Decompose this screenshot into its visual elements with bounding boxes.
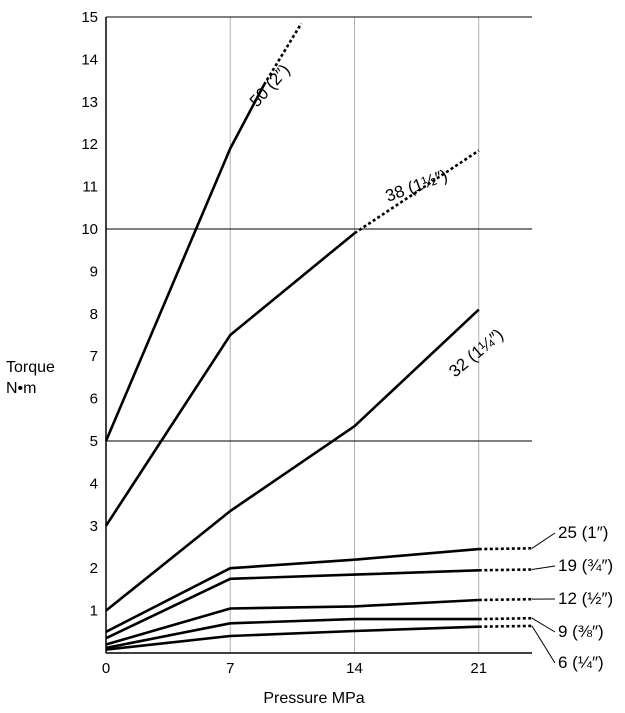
- series-4-solid-line: [105, 569, 479, 640]
- series-4-dotted-line: [478, 568, 533, 572]
- y-axis-title-line1: Torque: [6, 359, 55, 376]
- axis-layer: [105, 17, 532, 654]
- x-tick-label-21: 21: [470, 660, 487, 677]
- y-tick-label-14: 14: [81, 51, 98, 68]
- y-tick-label-8: 8: [90, 306, 98, 323]
- series-label-layer: 50 (2″)38 (1½″)32 (1¼″)25 (1″)19 (¾″)12 …: [246, 60, 613, 672]
- series-3-dotted-line: [478, 547, 533, 551]
- y-tick-label-1: 1: [90, 603, 98, 620]
- y-tick-label-4: 4: [90, 475, 98, 492]
- y-tick-label-2: 2: [90, 560, 98, 577]
- y-tick-label-10: 10: [81, 221, 98, 238]
- series-1-solid-line: [104, 232, 356, 527]
- series-6-dotted-line: [478, 616, 533, 621]
- y-tick-label-6: 6: [90, 391, 98, 408]
- x-tick-label-0: 0: [102, 660, 110, 677]
- series-5-solid-line: [105, 598, 479, 646]
- series-1-dotted-line: [353, 149, 480, 235]
- series-7-dotted-line: [478, 624, 533, 628]
- series-label-4: 19 (¾″): [558, 556, 613, 575]
- series-label-leader-7: [531, 625, 556, 664]
- series-3-solid-line: [105, 547, 479, 633]
- series-0-solid-line: [104, 84, 266, 442]
- series-0-dotted-line: [262, 22, 303, 86]
- series-label-5: 12 (½″): [558, 589, 613, 608]
- series-5-dotted-line: [478, 597, 533, 602]
- series-label-1: 38 (1½″): [383, 166, 450, 206]
- series-label-6: 9 (⅜″): [558, 622, 604, 641]
- y-tick-label-11: 11: [82, 179, 98, 196]
- series-label-leader-6: [531, 617, 556, 633]
- y-tick-label-12: 12: [81, 136, 98, 153]
- y-tick-label-7: 7: [90, 348, 98, 365]
- series-label-7: 6 (¼″): [558, 653, 604, 672]
- y-tick-label-9: 9: [90, 263, 98, 280]
- series-label-3: 25 (1″): [558, 523, 608, 542]
- y-tick-label-15: 15: [81, 9, 98, 26]
- series-label-0: 50 (2″): [246, 60, 294, 110]
- x-tick-label-14: 14: [346, 660, 363, 677]
- series-label-leader-3: [531, 532, 556, 549]
- series-7-solid-line: [105, 625, 479, 651]
- y-tick-label-13: 13: [81, 94, 98, 111]
- y-tick-label-3: 3: [90, 518, 98, 535]
- series-2-solid-line: [105, 308, 480, 612]
- series-6-solid-line: [105, 617, 479, 650]
- y-axis-title-line2: N•m: [6, 380, 36, 397]
- x-axis-title: Pressure MPa: [263, 690, 364, 707]
- y-tick-label-5: 5: [90, 433, 98, 450]
- x-tick-label-7: 7: [226, 660, 234, 677]
- grid-layer: [106, 16, 532, 653]
- series-layer: [104, 22, 533, 651]
- series-label-leader-4: [531, 565, 556, 570]
